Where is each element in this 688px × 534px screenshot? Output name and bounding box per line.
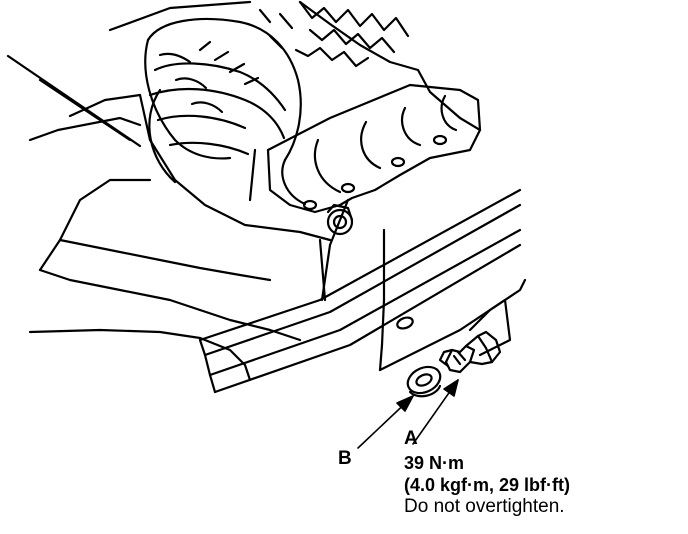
intake-boot	[144, 17, 302, 162]
sealing-washer-icon	[406, 365, 442, 398]
tightening-note: Do not overtighten.	[404, 496, 565, 517]
pan-flange	[198, 188, 522, 394]
cooler-fins	[258, 0, 410, 68]
leader-a-arrowhead	[443, 379, 459, 397]
callout-leaders	[357, 379, 459, 449]
leader-b-arrowhead	[396, 395, 414, 412]
callout-a-label: A	[404, 428, 418, 449]
drain-bolt-icon	[438, 330, 502, 374]
bracket-bolt	[326, 203, 354, 236]
torque-metric: 39 N·m	[404, 453, 465, 473]
torque-imperial: (4.0 kgf·m, 29 lbf·ft)	[404, 475, 571, 495]
transmission-housing	[108, 0, 482, 242]
pan-wall	[378, 228, 527, 372]
frame-lines	[6, 54, 142, 148]
oil-pan	[28, 148, 327, 382]
bracket-plate	[266, 83, 482, 214]
callout-b-label: B	[338, 448, 352, 469]
